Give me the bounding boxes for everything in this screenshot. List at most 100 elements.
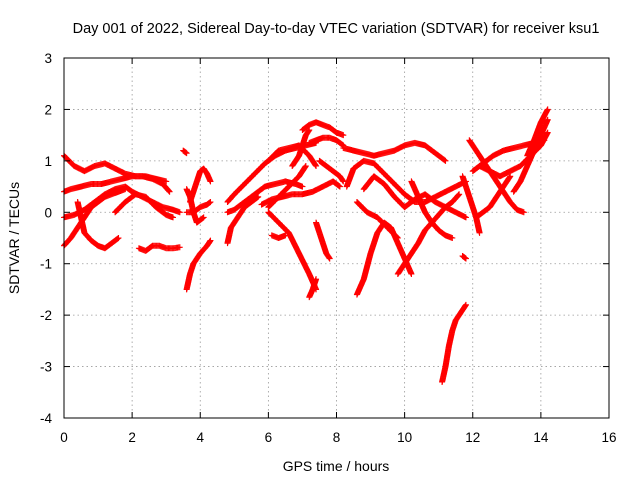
data-point — [544, 129, 551, 136]
data-point — [339, 141, 346, 148]
data-point — [115, 235, 122, 241]
series-s17 — [265, 209, 320, 293]
data-point — [455, 191, 462, 198]
data-point — [122, 186, 129, 193]
series-s37 — [459, 173, 483, 236]
data-point — [199, 215, 206, 221]
series-s05 — [74, 199, 122, 252]
data-point — [170, 214, 176, 221]
series-s07 — [135, 242, 183, 254]
y-tick-label: -2 — [40, 308, 52, 323]
data-point — [163, 178, 170, 185]
series-s18 — [265, 163, 309, 211]
data-point — [166, 188, 173, 195]
data-point — [476, 229, 483, 236]
series-s28 — [343, 157, 469, 205]
y-tick-label: 3 — [44, 51, 52, 66]
series-s31 — [360, 173, 408, 211]
data-point — [176, 209, 183, 216]
data-point — [462, 214, 469, 221]
data-point — [302, 163, 309, 169]
data-point — [255, 193, 262, 200]
data-point — [394, 234, 401, 241]
series-s10 — [187, 165, 214, 205]
series-s23 — [306, 134, 347, 149]
data-point — [441, 157, 448, 164]
series-s34 — [408, 178, 456, 241]
data-point — [336, 183, 343, 189]
axis-ticks — [63, 57, 610, 419]
series-s41 — [473, 173, 514, 221]
series-s26 — [306, 276, 320, 301]
series-s04 — [61, 186, 129, 249]
data-point — [544, 116, 551, 123]
series-s14 — [224, 178, 306, 216]
series-s21 — [289, 127, 313, 169]
y-tick-label: -1 — [40, 257, 52, 272]
x-tick-label: 12 — [465, 430, 480, 445]
data-point — [393, 233, 400, 240]
data-point — [544, 106, 551, 113]
data-point — [408, 271, 415, 277]
x-tick-label: 0 — [60, 430, 68, 445]
data-point — [299, 183, 306, 190]
series-s11 — [183, 199, 214, 216]
series-s12 — [183, 237, 214, 293]
series-s36 — [459, 253, 469, 262]
data-point — [520, 209, 527, 216]
series-s20 — [268, 232, 289, 241]
series-s06 — [112, 191, 176, 221]
series-s43 — [524, 106, 551, 159]
x-tick-label: 10 — [397, 430, 412, 445]
data-point — [200, 214, 207, 221]
data-point — [340, 132, 347, 139]
data-point — [340, 178, 347, 185]
data-point — [456, 191, 463, 198]
x-tick-label: 14 — [533, 430, 549, 445]
x-tick-label: 4 — [196, 430, 204, 445]
x-tick-label: 6 — [265, 430, 273, 445]
data-point — [313, 276, 320, 283]
data-point — [454, 192, 461, 199]
y-tick-label: 1 — [44, 154, 52, 169]
data-point — [394, 235, 401, 241]
data-point — [114, 235, 121, 242]
data-point — [336, 183, 343, 190]
x-axis-title: GPS time / hours — [283, 458, 390, 474]
data-point — [165, 187, 172, 194]
y-tick-label: -4 — [40, 411, 52, 426]
data-point — [166, 188, 173, 195]
x-tick-label: 16 — [601, 430, 616, 445]
data-point — [449, 235, 456, 241]
data-point — [313, 163, 320, 169]
chart-title: Day 001 of 2022, Sidereal Day-to-day VTE… — [73, 21, 600, 37]
y-tick-label: 0 — [44, 205, 52, 220]
series-s35 — [439, 301, 469, 385]
data-point — [306, 127, 313, 133]
data-point — [442, 157, 449, 164]
y-tick-label: -3 — [40, 360, 52, 375]
data-points — [61, 106, 551, 385]
data-point — [207, 178, 214, 185]
data-point — [207, 199, 214, 205]
grid-lines — [64, 58, 609, 418]
y-tick-label: 2 — [44, 102, 52, 117]
series-s33 — [401, 191, 469, 221]
data-point — [326, 255, 333, 262]
data-point — [254, 194, 261, 201]
data-point — [207, 237, 214, 244]
data-point — [282, 232, 289, 239]
series-s15 — [224, 193, 262, 247]
data-point — [462, 301, 469, 308]
data-point — [176, 244, 183, 251]
x-tick-label: 8 — [333, 430, 341, 445]
y-axis-title: SDTVAR / TECUs — [6, 182, 22, 294]
data-point — [462, 255, 469, 262]
series-s42 — [510, 116, 551, 195]
series-s16 — [258, 178, 343, 208]
series-s27 — [340, 139, 449, 164]
data-point — [507, 173, 514, 180]
data-point — [183, 150, 190, 157]
x-tick-label: 2 — [128, 430, 136, 445]
